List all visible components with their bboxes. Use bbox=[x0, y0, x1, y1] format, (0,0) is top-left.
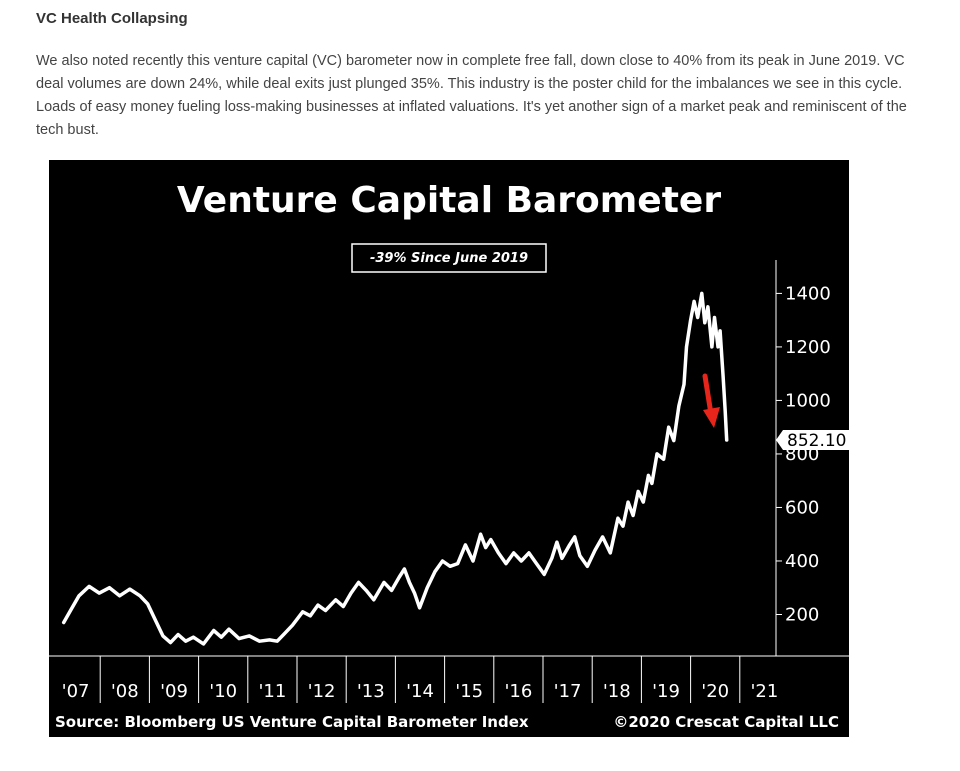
y-tick-label: 600 bbox=[785, 497, 819, 518]
last-value-label: 852.10 bbox=[787, 431, 846, 451]
x-tick-label: '20 bbox=[701, 681, 729, 702]
article-paragraph: We also noted recently this venture capi… bbox=[36, 53, 907, 138]
x-tick-label: '09 bbox=[160, 681, 188, 702]
x-tick-label: '11 bbox=[258, 681, 286, 702]
annotation-box bbox=[351, 243, 547, 273]
chart-title: Venture Capital Barometer bbox=[177, 180, 721, 221]
x-tick-label: '16 bbox=[504, 681, 532, 702]
x-tick-label: '15 bbox=[455, 681, 483, 702]
y-tick-label: 1400 bbox=[785, 283, 831, 304]
y-tick-label: 1000 bbox=[785, 390, 831, 411]
annotation-label: -39% Since June 2019 bbox=[370, 251, 528, 266]
x-axis-ticks: '07 '08 '09 '10 '11 '12 '13 '14 '15 '16 '17 '18 '19 '… bbox=[62, 656, 778, 703]
article-heading: VC Health Collapsing bbox=[36, 10, 188, 27]
y-tick-label: 1200 bbox=[785, 337, 831, 358]
source-label: Source: Bloomberg US Venture Capital Bar… bbox=[55, 713, 529, 731]
x-tick-label: '07 bbox=[62, 681, 90, 702]
x-tick-label: '12 bbox=[308, 681, 336, 702]
x-tick-label: '21 bbox=[750, 681, 778, 702]
series-line bbox=[61, 291, 729, 646]
x-tick-label: '08 bbox=[111, 681, 139, 702]
series-layer bbox=[61, 291, 729, 646]
x-tick-label: '14 bbox=[406, 681, 434, 702]
copyright-label: ©2020 Crescat Capital LLC bbox=[613, 713, 839, 731]
chart-svg: Venture Capital Barometer -39% Since Jun… bbox=[49, 180, 849, 731]
y-tick-label: 200 bbox=[785, 604, 819, 625]
x-tick-label: '19 bbox=[652, 681, 680, 702]
vc-barometer-chart: Venture Capital Barometer -39% Since Jun… bbox=[49, 160, 849, 737]
x-tick-label: '10 bbox=[209, 681, 237, 702]
down-arrow-icon bbox=[702, 373, 720, 428]
last-value-tag: 852.10 bbox=[776, 430, 849, 451]
y-tick-label: 400 bbox=[785, 551, 819, 572]
x-tick-label: '18 bbox=[603, 681, 631, 702]
x-tick-label: '13 bbox=[357, 681, 385, 702]
x-tick-label: '17 bbox=[554, 681, 582, 702]
